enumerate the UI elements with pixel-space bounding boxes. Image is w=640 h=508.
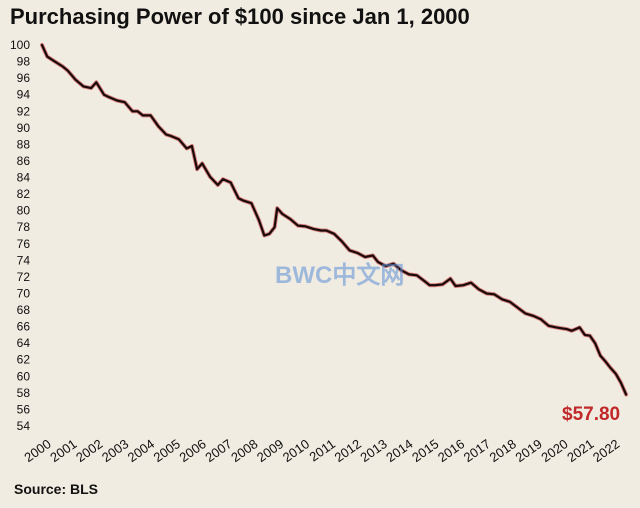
y-tick-label: 98 (17, 55, 31, 69)
y-tick-label: 62 (17, 353, 31, 367)
y-tick-label: 100 (10, 38, 30, 52)
y-tick-label: 94 (17, 88, 31, 102)
y-tick-label: 92 (17, 104, 31, 118)
y-tick-label: 96 (17, 71, 31, 85)
x-tick-label: 2022 (590, 436, 622, 465)
y-tick-label: 88 (17, 137, 31, 151)
series-line-shadow (40, 43, 629, 397)
y-tick-label: 72 (17, 270, 31, 284)
x-tick-label: 2011 (307, 436, 339, 464)
y-tick-label: 60 (17, 369, 31, 383)
watermark-text: BWC中文网 (275, 262, 405, 289)
y-tick-label: 74 (17, 253, 31, 267)
y-tick-label: 84 (17, 171, 31, 185)
y-tick-label: 68 (17, 303, 31, 317)
chart-title: Purchasing Power of $100 since Jan 1, 20… (10, 4, 470, 29)
y-tick-label: 82 (17, 187, 31, 201)
y-tick-label: 80 (17, 204, 31, 218)
y-tick-label: 64 (17, 336, 31, 350)
y-tick-label: 66 (17, 320, 31, 334)
y-tick-label: 70 (17, 286, 31, 300)
y-tick-label: 76 (17, 237, 31, 251)
end-value-label: $57.80 (562, 404, 621, 425)
y-tick-label: 86 (17, 154, 31, 168)
y-tick-label: 54 (17, 419, 31, 433)
y-tick-label: 56 (17, 402, 31, 416)
y-tick-label: 58 (17, 386, 31, 400)
y-tick-label: 90 (17, 121, 31, 135)
series-line (40, 43, 628, 396)
source-note: Source: BLS (14, 481, 99, 497)
y-tick-label: 78 (17, 220, 31, 234)
